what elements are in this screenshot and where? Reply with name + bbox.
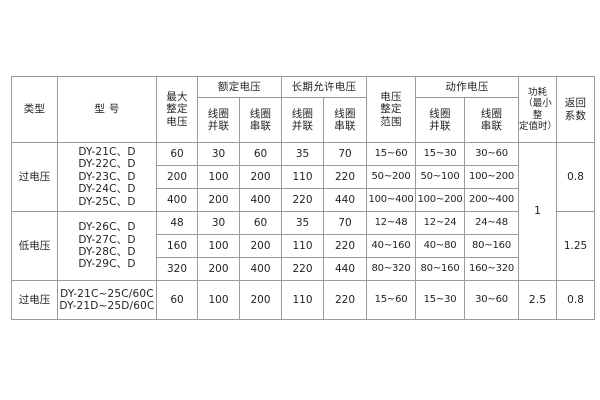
cell-voltage-range: 40~160 xyxy=(366,234,417,258)
cell-action-parallel: 15~30 xyxy=(415,142,466,166)
cell-action-series: 30~60 xyxy=(464,280,520,320)
table-body: 过电压 DY-21C、D DY-22C、D DY-23C、D DY-24C、D … xyxy=(11,142,596,320)
cell-rated-parallel: 30 xyxy=(197,211,240,235)
header-action-coil-parallel: 线圈 并联 xyxy=(415,97,466,143)
cell-action-parallel: 100~200 xyxy=(415,188,466,212)
cell-rated-series: 200 xyxy=(238,234,283,258)
cell-action-series: 100~200 xyxy=(464,165,520,189)
cell-model-group-0: DY-21C、D DY-22C、D DY-23C、D DY-24C、D DY-2… xyxy=(57,142,157,212)
cell-type-group-2: 过电压 xyxy=(11,280,58,320)
header-rated-voltage: 额定电压 xyxy=(196,76,283,98)
table-header: 类型 型 号 最大 整定 电压 额定电压 长期允许电压 电压 整定 范围 动作电… xyxy=(11,76,596,143)
cell-rated-parallel: 200 xyxy=(197,188,240,212)
header-rated-coil-parallel: 线圈 并联 xyxy=(197,97,240,143)
cell-rated-series: 60 xyxy=(238,211,283,235)
cell-voltage-range: 100~400 xyxy=(366,188,417,212)
cell-max-setting-voltage: 60 xyxy=(156,280,198,320)
header-power-consumption: 功耗 （最小整 定值时） xyxy=(518,76,557,143)
cell-long-parallel: 110 xyxy=(281,165,325,189)
cell-rated-series: 200 xyxy=(238,165,283,189)
cell-rated-parallel: 200 xyxy=(197,257,240,281)
header-type: 类型 xyxy=(11,76,58,143)
cell-rated-parallel: 100 xyxy=(197,280,240,320)
cell-long-parallel: 35 xyxy=(281,211,325,235)
cell-action-parallel: 50~100 xyxy=(415,165,466,189)
header-long-coil-parallel: 线圈 并联 xyxy=(281,97,325,143)
cell-voltage-range: 15~60 xyxy=(366,280,417,320)
table-row: 400 200 400 220 440 100~400 100~200 200~… xyxy=(12,188,595,212)
cell-long-parallel: 35 xyxy=(281,142,325,166)
table-row: 过电压 DY-21C、D DY-22C、D DY-23C、D DY-24C、D … xyxy=(11,142,596,281)
cell-long-series: 220 xyxy=(323,234,368,258)
cell-action-series: 24~48 xyxy=(464,211,520,235)
cell-model-group-1: DY-26C、D DY-27C、D DY-28C、D DY-29C、D xyxy=(57,211,157,281)
header-long-term-allowed-voltage: 长期允许电压 xyxy=(281,76,368,98)
cell-long-parallel: 220 xyxy=(281,257,325,281)
cell-return-coefficient-group-1: 1.25 xyxy=(556,211,596,281)
cell-action-parallel: 40~80 xyxy=(415,234,466,258)
table-row: 过电压 DY-21C~25C/60C DY-21D~25D/60C 60 100… xyxy=(11,280,596,320)
cell-rated-parallel: 100 xyxy=(197,234,240,258)
cell-action-parallel: 80~160 xyxy=(415,257,466,281)
cell-rated-series: 400 xyxy=(238,188,283,212)
cell-max-setting-voltage: 200 xyxy=(156,165,198,189)
cell-voltage-range: 80~320 xyxy=(366,257,417,281)
cell-model-group-2: DY-21C~25C/60C DY-21D~25D/60C xyxy=(57,280,157,320)
cell-long-series: 440 xyxy=(323,188,368,212)
header-voltage-setting-range: 电压 整定 范围 xyxy=(366,76,417,143)
cell-power-consumption-group-0: 1 xyxy=(518,142,558,281)
header-action-voltage: 动作电压 xyxy=(415,76,520,98)
cell-voltage-range: 12~48 xyxy=(366,211,417,235)
table-row: 低电压 DY-26C、D DY-27C、D DY-28C、D DY-29C、D … xyxy=(11,211,596,281)
cell-action-series: 160~320 xyxy=(464,257,520,281)
cell-voltage-range: 50~200 xyxy=(366,165,417,189)
cell-action-series: 80~160 xyxy=(464,234,520,258)
cell-rated-series: 200 xyxy=(238,280,283,320)
relay-specification-table: 类型 型 号 最大 整定 电压 额定电压 长期允许电压 电压 整定 范围 动作电… xyxy=(11,76,596,320)
cell-long-parallel: 220 xyxy=(281,188,325,212)
cell-voltage-range: 15~60 xyxy=(366,142,417,166)
cell-action-parallel: 12~24 xyxy=(415,211,466,235)
specification-table-container: 类型 型 号 最大 整定 电压 额定电压 长期允许电压 电压 整定 范围 动作电… xyxy=(11,76,596,320)
header-action-coil-series: 线圈 串联 xyxy=(464,97,520,143)
cell-type-group-0: 过电压 xyxy=(11,142,58,212)
cell-action-parallel: 15~30 xyxy=(415,280,466,320)
cell-max-setting-voltage: 48 xyxy=(156,211,198,235)
header-max-setting-voltage: 最大 整定 电压 xyxy=(156,76,198,143)
cell-max-setting-voltage: 60 xyxy=(156,142,198,166)
header-row-sub: 线圈 并联 线圈 串联 线圈 并联 线圈 串联 线圈 并联 线圈 串联 xyxy=(12,97,595,143)
cell-long-series: 220 xyxy=(323,165,368,189)
header-rated-coil-series: 线圈 串联 xyxy=(238,97,283,143)
header-long-coil-series: 线圈 串联 xyxy=(323,97,368,143)
header-row-top: 类型 型 号 最大 整定 电压 额定电压 长期允许电压 电压 整定 范围 动作电… xyxy=(11,76,596,143)
cell-rated-series: 400 xyxy=(238,257,283,281)
cell-long-series: 70 xyxy=(323,211,368,235)
header-return-coefficient: 返回 系数 xyxy=(556,76,596,143)
cell-rated-parallel: 100 xyxy=(197,165,240,189)
cell-long-series: 440 xyxy=(323,257,368,281)
cell-rated-parallel: 30 xyxy=(197,142,240,166)
cell-max-setting-voltage: 400 xyxy=(156,188,198,212)
cell-max-setting-voltage: 320 xyxy=(156,257,198,281)
cell-type-group-1: 低电压 xyxy=(11,211,58,281)
cell-return-coefficient-group-0: 0.8 xyxy=(556,142,596,212)
cell-return-coefficient-group-2: 0.8 xyxy=(556,280,596,320)
table-row: 160 100 200 110 220 40~160 40~80 80~160 xyxy=(12,234,595,258)
cell-max-setting-voltage: 160 xyxy=(156,234,198,258)
cell-power-consumption-group-2: 2.5 xyxy=(518,280,558,320)
cell-long-parallel: 110 xyxy=(281,234,325,258)
cell-action-series: 200~400 xyxy=(464,188,520,212)
cell-long-series: 220 xyxy=(323,280,368,320)
cell-action-series: 30~60 xyxy=(464,142,520,166)
cell-long-series: 70 xyxy=(323,142,368,166)
cell-long-parallel: 110 xyxy=(281,280,325,320)
cell-rated-series: 60 xyxy=(238,142,283,166)
header-model: 型 号 xyxy=(57,76,157,143)
